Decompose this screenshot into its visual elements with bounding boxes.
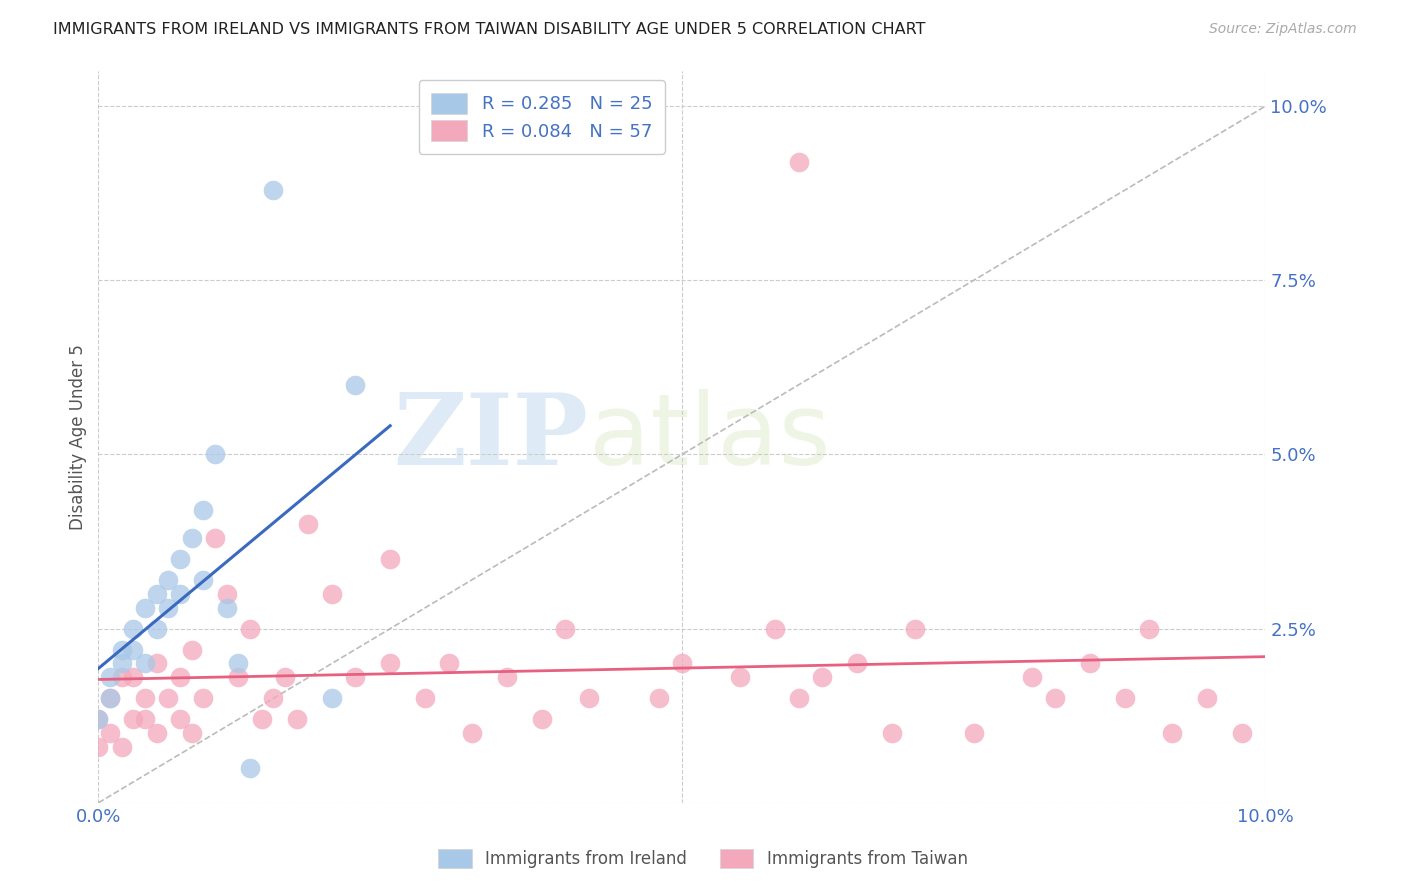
Point (215, 587, 238, 601)
Point (250, 712, 273, 726)
Text: IMMIGRANTS FROM IRELAND VS IMMIGRANTS FROM TAIWAN DISABILITY AGE UNDER 5 CORRELA: IMMIGRANTS FROM IRELAND VS IMMIGRANTS FR… (53, 22, 927, 37)
Point (730, 670, 752, 684)
Point (239, 761, 262, 775)
Y-axis label: Disability Age Under 5: Disability Age Under 5 (69, 344, 87, 530)
Text: atlas: atlas (589, 389, 830, 485)
Text: Source: ZipAtlas.com: Source: ZipAtlas.com (1209, 22, 1357, 37)
Point (134, 657, 156, 671)
Point (262, 183, 284, 197)
Point (496, 670, 519, 684)
Point (297, 517, 319, 532)
Point (111, 657, 134, 671)
Point (578, 691, 600, 706)
Point (204, 448, 226, 462)
Point (146, 726, 169, 740)
Point (98, 691, 121, 706)
Point (180, 726, 202, 740)
Point (904, 622, 927, 636)
Point (671, 657, 693, 671)
Point (98, 691, 121, 706)
Point (262, 691, 284, 706)
Point (134, 600, 156, 615)
Point (146, 622, 169, 636)
Point (1161, 726, 1184, 740)
Point (122, 670, 145, 684)
Point (321, 691, 343, 706)
Point (1230, 726, 1253, 740)
Point (134, 712, 156, 726)
Point (98, 726, 121, 740)
Point (228, 657, 250, 671)
Point (1045, 691, 1067, 706)
Point (204, 531, 226, 545)
Point (228, 670, 250, 684)
Point (239, 622, 262, 636)
Point (437, 657, 460, 671)
Point (122, 622, 145, 636)
Point (169, 552, 191, 566)
Point (111, 642, 134, 657)
Point (962, 726, 984, 740)
Point (157, 600, 180, 615)
Point (193, 573, 215, 587)
Point (193, 691, 215, 706)
Point (1195, 691, 1218, 706)
Legend: Immigrants from Ireland, Immigrants from Taiwan: Immigrants from Ireland, Immigrants from… (432, 842, 974, 875)
Point (380, 552, 402, 566)
Point (215, 600, 238, 615)
Point (1114, 691, 1136, 706)
Point (787, 691, 810, 706)
Point (380, 657, 402, 671)
Point (146, 587, 169, 601)
Point (111, 670, 134, 684)
Point (554, 622, 576, 636)
Point (122, 712, 145, 726)
Point (274, 670, 297, 684)
Point (169, 712, 191, 726)
Text: ZIP: ZIP (394, 389, 589, 485)
Legend: R = 0.285   N = 25, R = 0.084   N = 57: R = 0.285 N = 25, R = 0.084 N = 57 (419, 80, 665, 153)
Point (157, 691, 180, 706)
Point (763, 622, 786, 636)
Point (98, 670, 121, 684)
Point (787, 155, 810, 169)
Point (647, 691, 669, 706)
Point (111, 740, 134, 755)
Point (180, 642, 202, 657)
Point (530, 712, 553, 726)
Point (1021, 670, 1043, 684)
Point (134, 691, 156, 706)
Point (122, 642, 145, 657)
Point (169, 587, 191, 601)
Point (880, 726, 903, 740)
Point (87, 712, 110, 726)
Point (87, 740, 110, 755)
Point (169, 670, 191, 684)
Point (344, 377, 367, 392)
Point (846, 657, 869, 671)
Point (180, 531, 202, 545)
Point (1080, 657, 1102, 671)
Point (413, 691, 436, 706)
Point (193, 503, 215, 517)
Point (157, 573, 180, 587)
Point (461, 726, 484, 740)
Point (344, 670, 367, 684)
Point (1137, 622, 1160, 636)
Point (285, 712, 308, 726)
Point (146, 657, 169, 671)
Point (87, 712, 110, 726)
Point (811, 670, 834, 684)
Point (321, 587, 343, 601)
